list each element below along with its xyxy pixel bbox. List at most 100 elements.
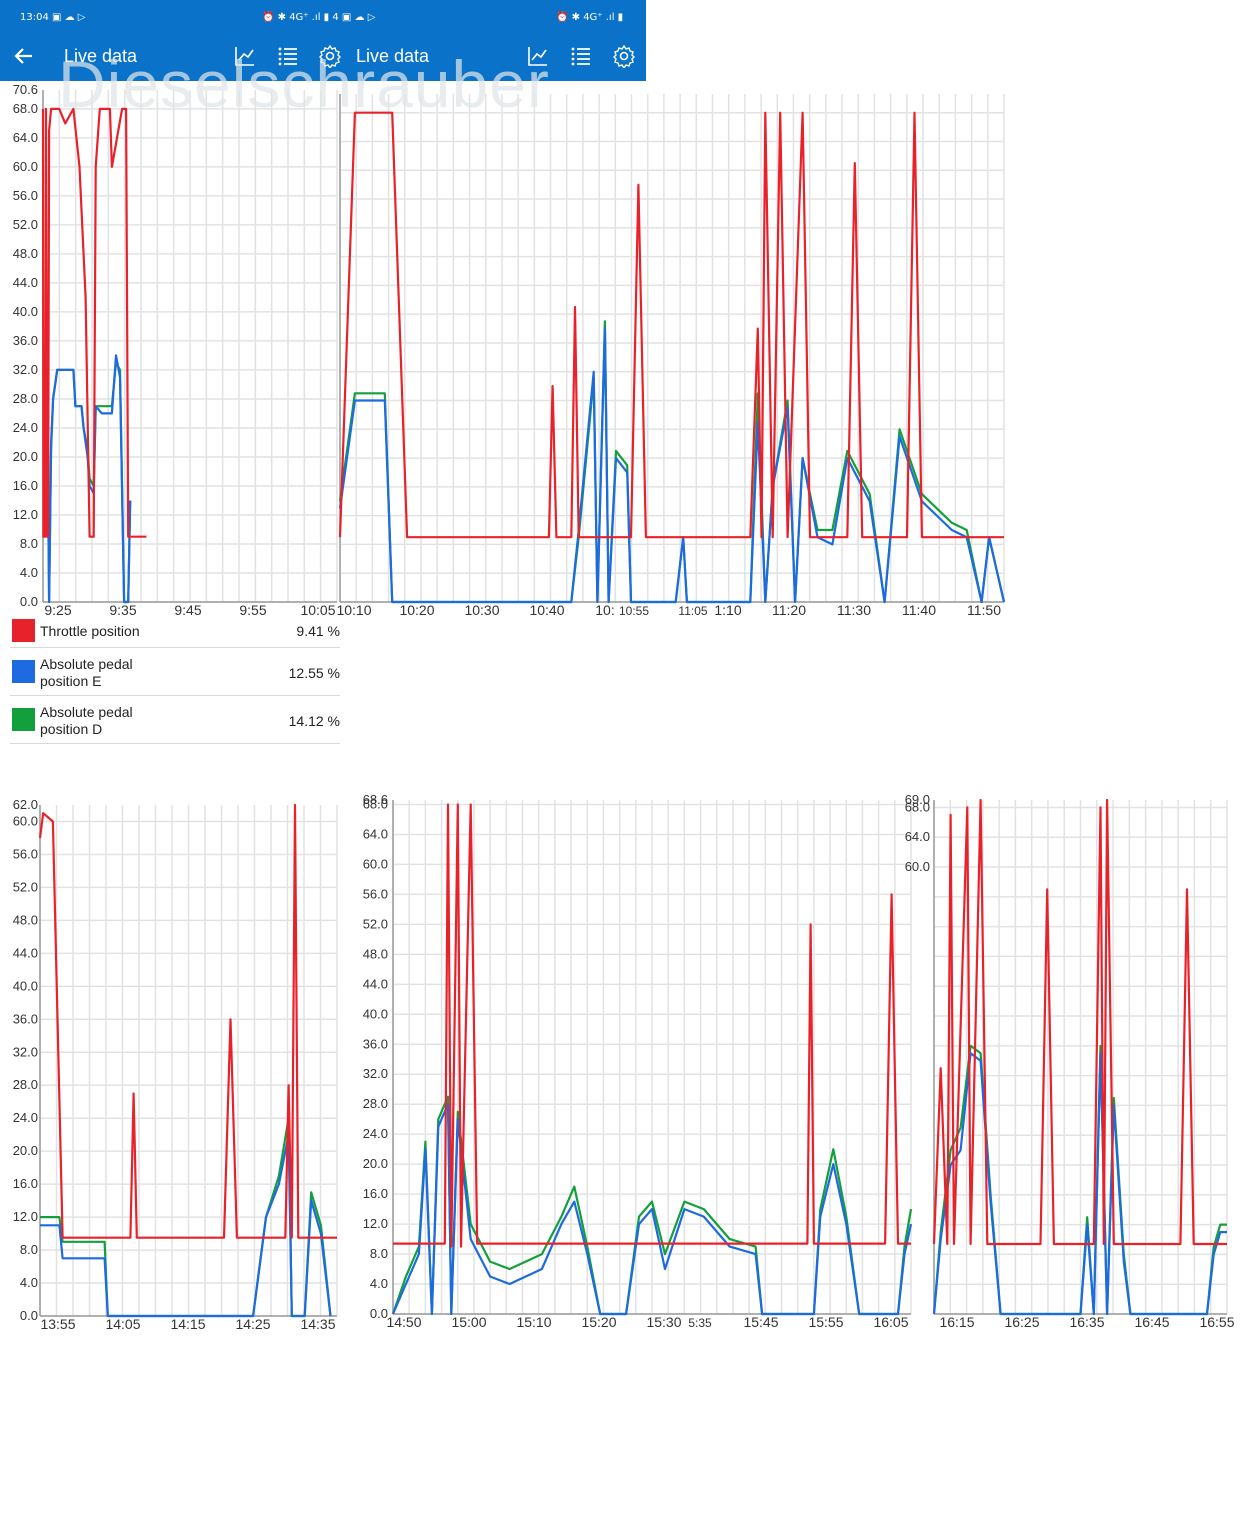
legend: Throttle position 9.41 % Absolute pedal … — [10, 614, 340, 744]
legend-label: Absolute pedal position E — [40, 656, 133, 689]
list-icon[interactable] — [569, 44, 593, 68]
y-tick-label: 60.0 — [363, 856, 388, 871]
y-tick-label: 68.6 — [363, 792, 388, 807]
y-tick-label: 28.0 — [13, 391, 38, 406]
line-chart-icon[interactable] — [526, 44, 550, 68]
back-arrow-icon[interactable] — [12, 44, 36, 68]
legend-value: 9.41 % — [296, 623, 340, 639]
x-tick-label: 16:35 — [1069, 1314, 1104, 1330]
y-tick-label: 64.0 — [905, 829, 930, 844]
x-tick-label: 10:55 — [619, 604, 649, 618]
series-line-pedal-e — [932, 1052, 1227, 1316]
y-tick-label: 28.0 — [363, 1096, 388, 1111]
y-tick-label: 60.0 — [905, 859, 930, 874]
y-tick-label: 69.0 — [905, 792, 930, 807]
x-tick-label: 15:00 — [451, 1314, 486, 1330]
x-tick-label: 15:10 — [516, 1314, 551, 1330]
status-bar-right: ⏰ ✱ 4G⁺ .ıl ▮ — [556, 12, 624, 23]
x-tick-label: 14:15 — [170, 1316, 205, 1332]
y-tick-label: 60.0 — [13, 813, 38, 828]
y-tick-label: 36.0 — [13, 1011, 38, 1026]
x-tick-label: 11:20 — [772, 602, 806, 618]
x-tick-label: 9:45 — [174, 602, 201, 618]
x-tick-label: 13:55 — [40, 1316, 75, 1332]
y-tick-label: 12.0 — [363, 1216, 388, 1231]
y-tick-label: 44.0 — [363, 976, 388, 991]
x-tick-label: 15:55 — [808, 1314, 843, 1330]
y-tick-label: 4.0 — [370, 1276, 388, 1291]
y-tick-label: 64.0 — [363, 826, 388, 841]
y-tick-label: 32.0 — [13, 362, 38, 377]
y-tick-label: 48.0 — [363, 946, 388, 961]
series-line-pedal-e — [40, 1133, 332, 1318]
y-tick-label: 24.0 — [13, 1110, 38, 1125]
x-tick-label: 16:25 — [1004, 1314, 1039, 1330]
legend-item: Throttle position 9.41 % — [10, 614, 340, 648]
x-tick-label: 14:05 — [105, 1316, 140, 1332]
y-tick-label: 16.0 — [363, 1186, 388, 1201]
x-tick-label: 14:35 — [300, 1316, 335, 1332]
legend-swatch — [12, 660, 35, 683]
y-tick-label: 40.0 — [13, 304, 38, 319]
x-tick-label: 10:05 — [300, 602, 335, 618]
y-tick-label: 64.0 — [13, 130, 38, 145]
legend-value: 12.55 % — [288, 665, 340, 681]
x-tick-label: 10:40 — [529, 602, 564, 618]
y-tick-label: 62.0 — [13, 797, 38, 812]
y-tick-label: 60.0 — [13, 159, 38, 174]
gear-icon[interactable] — [318, 44, 342, 68]
y-tick-label: 0.0 — [20, 1308, 38, 1323]
y-tick-label: 52.0 — [13, 217, 38, 232]
x-tick-label: 14:25 — [235, 1316, 270, 1332]
series-line-pedal-e — [391, 1103, 913, 1316]
x-tick-label: 15:30 — [646, 1314, 681, 1330]
y-tick-label: 24.0 — [363, 1126, 388, 1141]
x-tick-label: 11:50 — [967, 602, 1001, 618]
y-tick-label: 12.0 — [13, 507, 38, 522]
x-tick-label: 11:40 — [902, 602, 936, 618]
y-tick-label: 70.6 — [13, 82, 38, 97]
app-bar: 13:04 ▣ ☁ ▷ ⏰ ✱ 4G⁺ .ıl ▮ 4 ▣ ☁ ▷ ⏰ ✱ 4G… — [0, 0, 646, 81]
gear-icon[interactable] — [612, 44, 636, 68]
x-tick-label: 10:30 — [464, 602, 499, 618]
y-tick-label: 48.0 — [13, 246, 38, 261]
x-tick-label: 16:05 — [873, 1314, 908, 1330]
line-chart-icon[interactable] — [233, 44, 257, 68]
y-tick-label: 16.0 — [13, 1176, 38, 1191]
y-tick-label: 16.0 — [13, 478, 38, 493]
y-tick-label: 4.0 — [20, 565, 38, 580]
x-tick-label: 15:45 — [743, 1314, 778, 1330]
x-tick-label: 9:25 — [44, 602, 71, 618]
legend-label: Absolute pedal position D — [40, 704, 133, 737]
series-line-pedal-d — [338, 320, 1006, 604]
x-tick-label: 11:30 — [837, 602, 871, 618]
y-tick-label: 8.0 — [370, 1246, 388, 1261]
y-tick-label: 24.0 — [13, 420, 38, 435]
y-tick-label: 44.0 — [13, 945, 38, 960]
x-tick-label: 9:55 — [239, 602, 266, 618]
y-tick-label: 52.0 — [13, 879, 38, 894]
y-tick-label: 20.0 — [363, 1156, 388, 1171]
y-tick-label: 32.0 — [363, 1066, 388, 1081]
y-tick-label: 56.0 — [363, 886, 388, 901]
legend-item: Absolute pedal position D 14.12 % — [10, 696, 340, 744]
y-tick-label: 32.0 — [13, 1044, 38, 1059]
y-tick-label: 36.0 — [13, 333, 38, 348]
y-tick-label: 20.0 — [13, 1143, 38, 1158]
x-tick-label: 10: — [595, 602, 614, 618]
y-tick-label: 8.0 — [20, 536, 38, 551]
y-tick-label: 0.0 — [20, 594, 38, 609]
series-line-pedal-e — [43, 354, 132, 604]
y-tick-label: 12.0 — [13, 1209, 38, 1224]
y-tick-label: 36.0 — [363, 1036, 388, 1051]
legend-value: 14.12 % — [288, 713, 340, 729]
series-line-throttle — [38, 803, 337, 1239]
y-tick-label: 48.0 — [13, 912, 38, 927]
status-bar-mid: ⏰ ✱ 4G⁺ .ıl ▮ 4 ▣ ☁ ▷ — [262, 12, 376, 23]
list-icon[interactable] — [276, 44, 300, 68]
y-tick-label: 40.0 — [13, 978, 38, 993]
status-bar-left: 13:04 ▣ ☁ ▷ — [20, 12, 86, 23]
legend-swatch — [12, 619, 35, 642]
x-tick-label: 5:35 — [688, 1316, 712, 1330]
y-tick-label: 52.0 — [363, 916, 388, 931]
